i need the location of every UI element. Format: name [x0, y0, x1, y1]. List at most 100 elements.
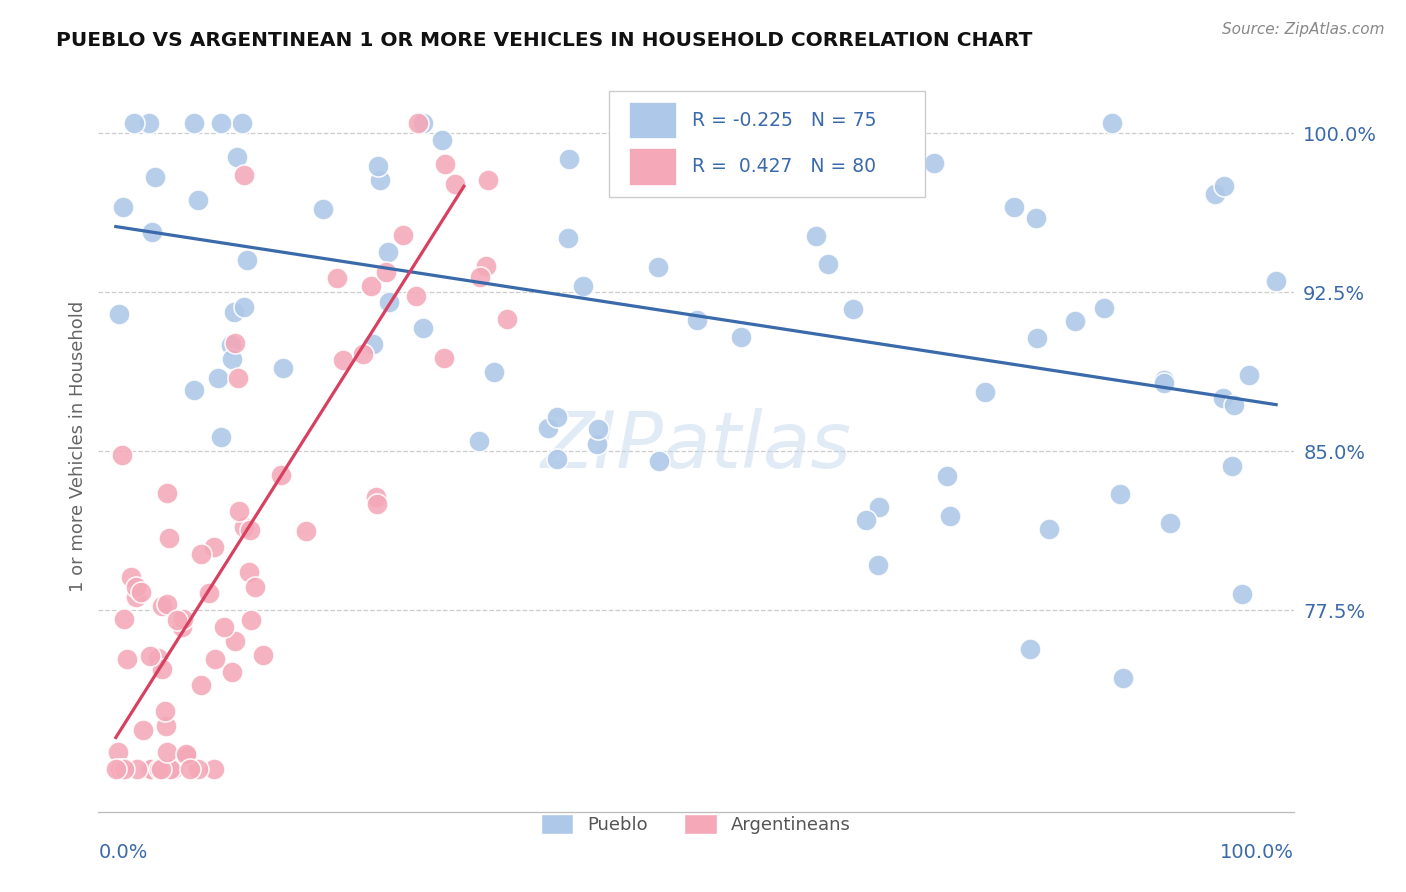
Pueblo — [378, 294, 401, 309]
Pueblo — [377, 245, 399, 260]
Argentineans — [228, 504, 250, 518]
Pueblo — [855, 513, 877, 527]
Pueblo — [108, 307, 131, 321]
Pueblo — [1092, 301, 1115, 316]
Pueblo — [869, 500, 891, 515]
Pueblo — [143, 169, 166, 184]
Pueblo — [1230, 587, 1253, 601]
Pueblo — [974, 385, 997, 400]
Argentineans — [405, 289, 427, 303]
Pueblo — [112, 200, 135, 214]
Argentineans — [138, 649, 160, 664]
Pueblo — [571, 279, 593, 293]
Pueblo — [1026, 331, 1049, 345]
Argentineans — [125, 580, 148, 594]
Argentineans — [148, 762, 170, 776]
Argentineans — [374, 265, 396, 279]
Argentineans — [198, 586, 221, 600]
Argentineans — [172, 612, 194, 626]
Argentineans — [187, 762, 209, 776]
Argentineans — [179, 762, 201, 776]
Argentineans — [111, 448, 134, 462]
Pueblo — [841, 301, 863, 316]
Pueblo — [648, 454, 671, 468]
Argentineans — [107, 745, 129, 759]
Argentineans — [129, 585, 152, 599]
Pueblo — [209, 430, 232, 444]
Argentineans — [434, 157, 457, 171]
Text: R =  0.427   N = 80: R = 0.427 N = 80 — [692, 158, 876, 177]
Text: 0.0%: 0.0% — [98, 843, 148, 862]
Pueblo — [231, 116, 253, 130]
Pueblo — [141, 226, 163, 240]
Argentineans — [108, 762, 131, 776]
Argentineans — [176, 749, 198, 764]
Argentineans — [112, 612, 135, 626]
Argentineans — [221, 665, 243, 679]
Argentineans — [157, 531, 180, 545]
Pueblo — [1063, 314, 1085, 328]
Y-axis label: 1 or more Vehicles in Household: 1 or more Vehicles in Household — [69, 301, 87, 591]
Argentineans — [270, 467, 292, 482]
Argentineans — [190, 547, 212, 561]
Argentineans — [156, 762, 179, 776]
Pueblo — [1109, 487, 1132, 501]
Pueblo — [686, 313, 709, 327]
Pueblo — [1002, 200, 1025, 214]
Argentineans — [326, 271, 349, 285]
Bar — [628, 148, 676, 186]
Argentineans — [120, 570, 142, 584]
Pueblo — [1111, 671, 1133, 685]
Pueblo — [546, 410, 568, 425]
Pueblo — [730, 330, 752, 344]
Argentineans — [204, 651, 226, 665]
Argentineans — [477, 173, 499, 187]
Pueblo — [1212, 179, 1234, 194]
Pueblo — [366, 159, 388, 173]
Argentineans — [112, 762, 135, 776]
Argentineans — [495, 312, 517, 326]
Pueblo — [183, 116, 205, 130]
Argentineans — [294, 524, 316, 538]
Pueblo — [586, 437, 609, 451]
Bar — [628, 102, 676, 139]
Argentineans — [239, 523, 262, 537]
Argentineans — [145, 762, 167, 776]
Argentineans — [148, 762, 170, 776]
Argentineans — [156, 486, 179, 500]
Pueblo — [221, 338, 243, 352]
Pueblo — [647, 260, 669, 274]
Argentineans — [332, 353, 354, 368]
Pueblo — [1204, 186, 1226, 201]
Argentineans — [233, 168, 256, 182]
Pueblo — [922, 156, 945, 170]
Argentineans — [150, 662, 173, 676]
Argentineans — [202, 540, 225, 554]
Argentineans — [239, 613, 262, 627]
FancyBboxPatch shape — [609, 91, 925, 197]
Argentineans — [156, 597, 179, 611]
Pueblo — [1223, 398, 1246, 412]
Argentineans — [150, 599, 173, 613]
Pueblo — [432, 133, 454, 147]
Pueblo — [209, 116, 232, 130]
Argentineans — [125, 762, 148, 776]
Pueblo — [124, 116, 146, 130]
Argentineans — [162, 762, 184, 776]
Argentineans — [105, 762, 128, 776]
Argentineans — [468, 269, 491, 284]
Pueblo — [1038, 522, 1060, 536]
Pueblo — [939, 508, 962, 523]
Text: R = -0.225   N = 75: R = -0.225 N = 75 — [692, 112, 877, 130]
Argentineans — [138, 762, 160, 776]
Argentineans — [224, 336, 246, 351]
Argentineans — [252, 648, 274, 663]
Argentineans — [139, 762, 162, 776]
Argentineans — [159, 762, 181, 776]
Pueblo — [138, 116, 160, 130]
Argentineans — [141, 762, 163, 776]
Pueblo — [546, 451, 568, 466]
Argentineans — [159, 762, 181, 776]
Pueblo — [1239, 368, 1261, 383]
Argentineans — [433, 351, 456, 365]
